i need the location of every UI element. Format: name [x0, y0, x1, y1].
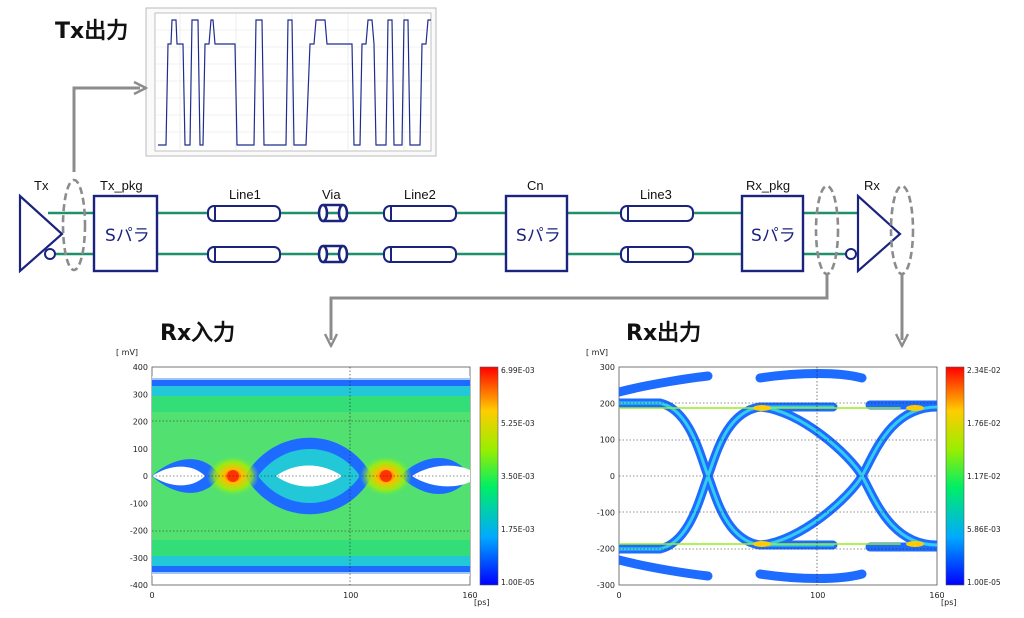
rx-input-eye-chart: [ mV] [ps] 400 300 200 — [116, 348, 535, 607]
rx-input-colorbar-label: 5.25E-03 — [501, 419, 535, 428]
label-tx: Tx — [34, 178, 49, 193]
title-rx-input: Rx入力 — [160, 321, 235, 346]
tx-waveform-trace — [158, 19, 431, 146]
rx-output-x-tick: 0 — [616, 591, 621, 600]
rx-output-colorbar-labels: 2.34E-02 1.76E-02 1.17E-02 5.86E-03 1.00E-05 — [967, 366, 1001, 587]
rx-input-colorbar-label: 1.75E-03 — [501, 525, 535, 534]
label-cn: Cn — [527, 178, 544, 193]
rx-output-gridlines — [619, 367, 937, 585]
probe-rx-output — [889, 184, 915, 276]
cn-block — [504, 194, 569, 273]
rx-output-colorbar — [945, 366, 965, 586]
label-rx-pkg: Rx_pkg — [746, 178, 790, 193]
rx-output-y-tick: -300 — [597, 581, 615, 590]
rx-input-y-tick: 200 — [133, 418, 148, 427]
title-rx-output: Rx出力 — [626, 321, 701, 346]
rx-receiver — [845, 193, 902, 274]
line1-element — [207, 205, 281, 263]
rx-input-y-unit: [ mV] — [116, 348, 138, 357]
tx-pkg-block — [92, 194, 159, 273]
rx-input-colorbar — [479, 366, 499, 586]
callout-arrows — [72, 88, 902, 340]
rx-input-colorbar-label: 1.00E-05 — [501, 578, 535, 587]
line2-element — [383, 205, 457, 263]
arrow-to-rx-input — [331, 274, 829, 340]
rx-output-eye-traces — [619, 369, 937, 583]
rx-input-y-tick: -100 — [130, 499, 148, 508]
rx-output-x-tick: 160 — [929, 591, 944, 600]
rx-output-colorbar-label: 1.76E-02 — [967, 419, 1001, 428]
rx-input-y-tick: 400 — [133, 363, 148, 372]
via-element — [317, 203, 349, 264]
label-line2: Line2 — [404, 187, 436, 202]
rx-input-x-tick: 0 — [149, 591, 154, 600]
rx-output-x-unit: [ps] — [941, 598, 957, 607]
rx-output-y-tick: 300 — [600, 363, 615, 372]
rx-input-y-tick: -400 — [130, 581, 148, 590]
probe-tx-output — [61, 178, 87, 272]
rx-output-y-tick: -100 — [597, 508, 615, 517]
rx-input-x-tick: 160 — [462, 591, 477, 600]
rx-input-y-tick: -200 — [130, 527, 148, 536]
label-rx: Rx — [864, 178, 880, 193]
rx-input-colorbar-label: 3.50E-03 — [501, 472, 535, 481]
rx-output-eye-chart: [ mV] [ps] — [586, 348, 1001, 607]
rx-output-y-tick: -200 — [597, 545, 615, 554]
rx-pkg-spara-label: Sパラ — [751, 226, 796, 246]
rx-input-x-ticks: 0 100 160 — [149, 591, 477, 600]
tx-waveform-plot — [145, 7, 437, 157]
rx-output-x-tick: 100 — [810, 591, 825, 600]
rx-input-y-tick: -300 — [130, 554, 148, 563]
cn-spara-label: Sパラ — [516, 226, 561, 246]
label-tx-pkg: Tx_pkg — [100, 178, 143, 193]
rx-output-y-tick: 100 — [600, 436, 615, 445]
rx-output-colorbar-label: 1.00E-05 — [967, 578, 1001, 587]
arrow-to-tx-output — [72, 88, 140, 172]
rx-input-x-unit: [ps] — [474, 598, 490, 607]
rx-pkg-block — [740, 194, 805, 273]
rx-output-y-tick: 200 — [600, 399, 615, 408]
rx-input-colorbar-labels: 6.99E-03 5.25E-03 3.50E-03 1.75E-03 1.00E-05 — [501, 366, 535, 587]
rx-input-colorbar-label: 6.99E-03 — [501, 366, 535, 375]
title-tx-output: Tx出力 — [55, 19, 128, 44]
rx-input-gridlines — [152, 367, 470, 585]
rx-input-x-tick: 100 — [343, 591, 358, 600]
rx-output-colorbar-label: 5.86E-03 — [967, 525, 1001, 534]
probe-points — [61, 178, 915, 276]
rx-output-colorbar-label: 1.17E-02 — [967, 472, 1001, 481]
rx-input-y-ticks: 400 300 200 100 0 -100 -200 -300 -400 — [130, 363, 148, 590]
probe-rx-input — [814, 184, 840, 276]
rx-output-y-ticks: 300 200 100 0 -100 -200 -300 — [597, 363, 615, 590]
tx-driver — [18, 193, 64, 274]
rx-output-x-ticks: 0 100 160 — [616, 591, 944, 600]
rx-output-y-unit: [ mV] — [586, 348, 608, 357]
line3-element — [620, 205, 694, 263]
label-line1: Line1 — [229, 187, 261, 202]
label-via: Via — [322, 187, 341, 202]
rx-output-colorbar-label: 2.34E-02 — [967, 366, 1001, 375]
tx-pkg-spara-label: Sパラ — [105, 226, 150, 246]
rx-output-y-tick: 0 — [610, 472, 615, 481]
label-line3: Line3 — [640, 187, 672, 202]
rx-input-y-tick: 300 — [133, 390, 148, 399]
rx-input-y-tick: 0 — [143, 472, 148, 481]
rx-input-y-tick: 100 — [133, 445, 148, 454]
circuit-schematic: Tx Tx_pkg Sパラ Line1 Via Line2 Cn — [18, 178, 915, 276]
